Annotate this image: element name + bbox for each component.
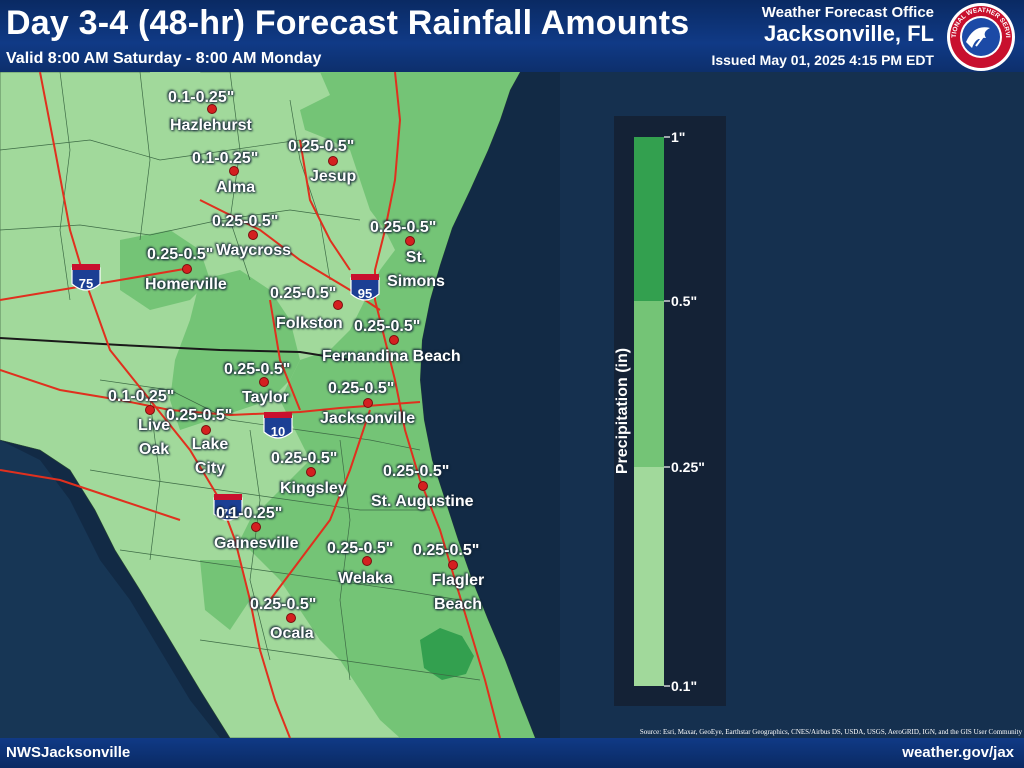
city-amount-st-simons: 0.25-0.5" (370, 219, 437, 236)
city-amount-welaka: 0.25-0.5" (327, 540, 394, 557)
interstate-shield-75-south: 75 (213, 494, 243, 521)
header-bar: Day 3-4 (48-hr) Forecast Rainfall Amount… (0, 0, 1024, 73)
legend-title: Precipitation (in) (614, 347, 631, 475)
city-name-kingsley: Kingsley (280, 480, 347, 497)
interstate-shield-75-north: 75 (71, 264, 101, 291)
interstate-shield-10: 10 (263, 412, 293, 439)
city-amount-jesup: 0.25-0.5" (288, 138, 355, 155)
city-amount-hazlehurst: 0.1-0.25" (168, 89, 235, 106)
city-dot-lake-city[interactable] (201, 425, 211, 435)
city-dot-jesup[interactable] (328, 156, 338, 166)
nws-logo-icon: NATIONAL WEATHER SERVICE (946, 2, 1015, 71)
city-amount-ocala: 0.25-0.5" (250, 596, 317, 613)
city-name-taylor: Taylor (242, 389, 289, 406)
city-dot-taylor[interactable] (259, 377, 269, 387)
gulf-of-mexico (0, 440, 220, 738)
rain-area-0.25-0.5-homerville (120, 230, 210, 310)
city-dot-flagler-beach[interactable] (448, 560, 458, 570)
city-amount-live-oak: 0.1-0.25" (108, 388, 175, 405)
city-dot-hazlehurst[interactable] (207, 104, 217, 114)
rain-area-0.25-0.5-east (150, 72, 535, 738)
legend-label-0.1: 0.1" (671, 678, 698, 694)
city-dot-gainesville[interactable] (251, 522, 261, 532)
legend-label-1: 1" (671, 129, 686, 145)
city-amount-kingsley: 0.25-0.5" (271, 450, 338, 467)
city-dot-folkston[interactable] (333, 300, 343, 310)
interstate-shield-95: 95 (350, 274, 380, 301)
city-name-live-oak: Live Oak (137, 417, 170, 458)
city-name-ocala: Ocala (270, 625, 314, 642)
issued-time: Issued May 01, 2025 4:15 PM EDT (711, 52, 934, 68)
city-name-folkston: Folkston (276, 315, 343, 332)
city-name-alma: Alma (216, 179, 256, 196)
city-amount-folkston: 0.25-0.5" (270, 285, 337, 302)
city-dot-fernandina-beach[interactable] (389, 335, 399, 345)
city-amount-lake-city: 0.25-0.5" (166, 407, 233, 424)
city-dot-homerville[interactable] (182, 264, 192, 274)
city-amount-st-augustine: 0.25-0.5" (383, 463, 450, 480)
city-dot-st-augustine[interactable] (418, 481, 428, 491)
city-name-fernandina-beach: Fernandina Beach (322, 348, 461, 365)
city-amount-gainesville: 0.1-0.25" (216, 505, 283, 522)
city-name-flagler-beach: Flagler Beach (431, 572, 485, 613)
city-amount-waycross: 0.25-0.5" (212, 213, 279, 230)
city-amount-fernandina-beach: 0.25-0.5" (354, 318, 421, 335)
city-dot-alma[interactable] (229, 166, 239, 176)
city-name-homerville: Homerville (145, 276, 227, 293)
footer-website[interactable]: weather.gov/jax (902, 744, 1014, 761)
state-border-ga-fl (0, 337, 351, 361)
legend-label-0.5: 0.5" (671, 293, 698, 309)
office-name: Weather Forecast Office (761, 4, 934, 21)
city-dot-st-simons[interactable] (405, 236, 415, 246)
rain-area-0.25-0.5-southwest (200, 560, 250, 630)
shield-label-95: 95 (358, 286, 372, 301)
city-dot-jacksonville[interactable] (363, 398, 373, 408)
city-dot-welaka[interactable] (362, 556, 372, 566)
map-source-attribution: Source: Esri, Maxar, GeoEye, Earthstar G… (639, 728, 1022, 736)
city-amount-homerville: 0.25-0.5" (147, 246, 214, 263)
city-amount-taylor: 0.25-0.5" (224, 361, 291, 378)
rain-area-0.1-0.25-north (150, 72, 250, 170)
city-amount-flagler-beach: 0.25-0.5" (413, 542, 480, 559)
city-amount-alma: 0.1-0.25" (192, 150, 259, 167)
legend-panel (614, 116, 726, 706)
legend-label-0.25: 0.25" (671, 459, 705, 475)
shield-label-75-north: 75 (79, 276, 93, 291)
city-dot-ocala[interactable] (286, 613, 296, 623)
city-name-st-simons: St. Simons (387, 249, 445, 290)
rain-area-0.5-1 (420, 628, 474, 680)
footer-bar: NWSJacksonville weather.gov/jax (0, 738, 1024, 768)
city-name-lake-city: Lake City (191, 436, 229, 477)
city-amount-jacksonville: 0.25-0.5" (328, 380, 395, 397)
shield-label-75-south: 75 (221, 506, 235, 521)
city-dot-waycross[interactable] (248, 230, 258, 240)
city-name-st-augustine: St. Augustine (371, 493, 474, 510)
office-block: Weather Forecast Office Jacksonville, FL (762, 4, 934, 47)
city-name-welaka: Welaka (338, 570, 393, 587)
city-name-waycross: Waycross (216, 242, 291, 259)
page-title: Day 3-4 (48-hr) Forecast Rainfall Amount… (6, 4, 690, 42)
city-dot-kingsley[interactable] (306, 467, 316, 477)
footer-social-handle[interactable]: NWSJacksonville (6, 744, 131, 761)
shield-label-10: 10 (271, 424, 285, 439)
city-name-jesup: Jesup (310, 168, 357, 185)
city-name-hazlehurst: Hazlehurst (170, 117, 252, 134)
office-location: Jacksonville, FL (764, 21, 934, 46)
city-name-jacksonville: Jacksonville (320, 410, 416, 427)
city-name-gainesville: Gainesville (214, 535, 299, 552)
city-dot-live-oak[interactable] (145, 405, 155, 415)
valid-period: Valid 8:00 AM Saturday - 8:00 AM Monday (6, 50, 322, 67)
